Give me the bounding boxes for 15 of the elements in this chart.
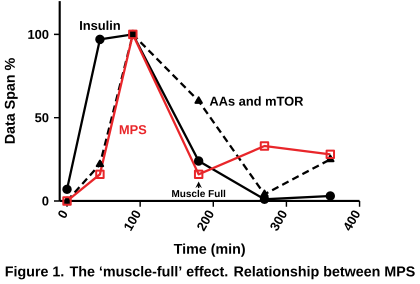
y-tick-label: 100 <box>28 30 48 39</box>
y-tick-label: 50 <box>35 113 48 122</box>
x-axis-title: Time (min) <box>174 243 245 257</box>
x-tick-label: 200 <box>197 210 214 232</box>
x-tick-label: 0 <box>58 210 68 218</box>
series-label: MPS <box>120 125 146 134</box>
y-tick-label: 0 <box>42 196 48 206</box>
x-tick-label: 300 <box>270 210 286 231</box>
caption: Figure 1. The ‘muscle-full’ effect. Relationship between MPS <box>6 266 415 280</box>
series-label: AAs and mTOR <box>210 96 304 106</box>
x-tick-label: 100 <box>124 210 140 232</box>
y-axis-title: Data Span % <box>4 58 18 144</box>
series-label: Insulin <box>80 20 120 30</box>
annotation: Muscle Full <box>172 190 226 198</box>
x-tick-label: 400 <box>344 210 360 231</box>
